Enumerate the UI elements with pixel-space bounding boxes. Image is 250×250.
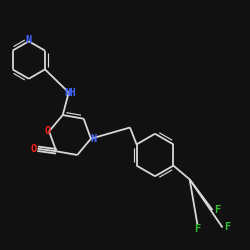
Text: N: N	[90, 134, 96, 144]
Text: O: O	[31, 144, 37, 154]
Text: N: N	[26, 35, 32, 45]
Text: O: O	[45, 126, 51, 136]
Text: F: F	[214, 205, 220, 215]
Text: F: F	[194, 224, 200, 234]
Text: F: F	[224, 222, 230, 232]
Text: NH: NH	[64, 88, 76, 98]
